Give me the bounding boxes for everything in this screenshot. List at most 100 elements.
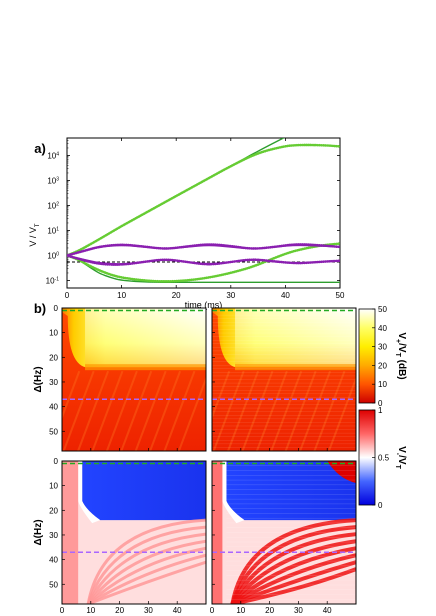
heatmap-fringe-arc (86, 539, 206, 604)
colorbar-tick-label: 50 (378, 305, 387, 314)
y-tick-label: 101 (47, 227, 59, 236)
y-tick-label: 40 (49, 403, 58, 412)
y-tick-exp: 1 (56, 227, 59, 233)
colorbar-bottom-label: V-/VT (394, 446, 407, 469)
colorbar-top (358, 308, 376, 404)
heatmap-blue-region (226, 461, 356, 521)
x-tick-label: 10 (86, 606, 95, 615)
colorbar-tick-label: 10 (378, 380, 387, 389)
heatmap-stripe (91, 370, 124, 451)
heatmap-stripe (62, 370, 81, 420)
heatmap-bright-overlay (235, 308, 356, 368)
series-line-dotted-7 (67, 254, 340, 266)
cb-label-mid: /V (396, 455, 407, 465)
heatmap-fringe-arc (230, 518, 356, 604)
y-tick-label: 10 (49, 482, 58, 491)
panel-b: 01020304050Δ(Hz)01020304050010203040time… (33, 301, 407, 616)
heatmap-fringe-arc (87, 560, 206, 604)
y-tick-label: 0 (54, 304, 59, 313)
heatmap-topLeft (62, 308, 206, 451)
x-tick-label: 20 (115, 606, 124, 615)
x-tick-label: 0 (60, 606, 65, 615)
x-tick-label: 10 (236, 606, 245, 615)
x-tick-label: 0 (65, 291, 70, 300)
x-axis-label-a: time (ms) (185, 300, 223, 310)
y-tick-base: 10 (47, 177, 56, 186)
heatmap-red-edge (212, 461, 223, 604)
heatmap-stripe (284, 370, 317, 451)
heatmap-red-edge (62, 461, 79, 604)
colorbar-tick-label: 40 (378, 324, 387, 333)
x-tick-label: 30 (144, 606, 153, 615)
y-axis-label-a: V / VT (28, 223, 41, 247)
x-tick-label: 20 (172, 291, 181, 300)
y-tick-label: 40 (49, 556, 58, 565)
heatmap-stripe (327, 375, 356, 451)
y-tick-label: 10 (49, 329, 58, 338)
heatmap-white-band (78, 461, 101, 524)
heatmap-fringe-arc (86, 525, 206, 604)
heatmap-fringe (85, 364, 206, 371)
x-tick-label: 20 (265, 606, 274, 615)
heatmap-stripe (62, 370, 95, 451)
y-tick-exp: 3 (56, 177, 59, 183)
heatmap-red-corner (327, 461, 356, 483)
series-group (67, 138, 340, 283)
heatmap-stripe (212, 370, 245, 451)
heatmap-bright-overlay (85, 308, 206, 368)
cb-label-main: V (396, 332, 407, 339)
heatmap-fringe-arc (231, 567, 356, 604)
heatmap-fringe-arc (231, 553, 356, 604)
cb-label-mid: /V (396, 343, 407, 353)
y-tick-label: 100 (47, 252, 59, 261)
heatmap-frame (61, 460, 207, 605)
y-axis-label-sub: T (35, 223, 41, 227)
heatmap-topRight (212, 308, 356, 451)
y-tick-label: 20 (49, 353, 58, 362)
heatmap-fringe-arc (87, 553, 206, 604)
y-tick-label: 0 (54, 457, 59, 466)
y-tick-exp: 4 (56, 152, 59, 158)
heatmap-stripe (270, 370, 303, 451)
heatmap-stripe (227, 370, 260, 451)
colorbar-tick-label: 20 (378, 361, 387, 370)
heatmap-white-band (222, 461, 245, 524)
heatmap-stripe (105, 370, 138, 451)
y-tick-base: 10 (47, 152, 56, 161)
heatmap-fringe-arc (86, 518, 206, 604)
y-tick-label: 10-1 (46, 277, 60, 286)
heatmap-fringe-arc (230, 539, 356, 604)
colorbar-tick-label: 0 (378, 399, 383, 408)
y-tick-exp: 2 (56, 202, 59, 208)
y-tick-exp: 0 (56, 252, 59, 258)
colorbar-tick-label: 30 (378, 343, 387, 352)
y-tick-base: 10 (47, 252, 56, 261)
heatmap-frame (211, 460, 357, 605)
x-tick-label: 40 (281, 291, 290, 300)
series-line-dotted-3 (67, 242, 340, 283)
series-line-dotted-1 (67, 143, 340, 257)
colorbar-top-label: V+/VT (dB) (394, 332, 407, 379)
y-tick-label: 103 (47, 177, 59, 186)
cb-label-sub2: T (394, 353, 401, 358)
y-tick-label: 102 (47, 202, 59, 211)
heatmap-stripe (255, 370, 288, 451)
heatmap-fringe-arc (231, 560, 356, 604)
heatmap-fringe (235, 364, 356, 371)
heatmap-botLeft (62, 461, 206, 604)
y-axis-label-main: V / V (28, 227, 38, 247)
y-tick-exp: -1 (55, 277, 60, 283)
cb-label-sub1: - (394, 453, 401, 456)
heatmap-stripe (177, 375, 206, 451)
colorbar-tick-label: 0 (378, 501, 383, 510)
x-tick-label: 30 (226, 291, 235, 300)
y-tick-label: 20 (49, 506, 58, 515)
heatmap-stripe (313, 370, 346, 451)
heatmap-blue-region (82, 461, 206, 521)
y-tick-label: 104 (47, 152, 59, 161)
x-tick-label: 30 (294, 606, 303, 615)
heatmap-stripe (149, 370, 182, 451)
cb-label-main: V (396, 446, 407, 453)
